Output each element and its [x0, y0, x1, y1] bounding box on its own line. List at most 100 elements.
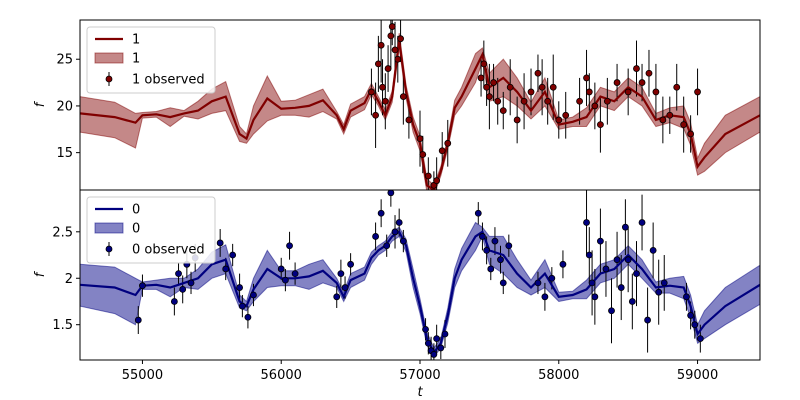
observed-point [139, 282, 146, 290]
model-line-bottom [80, 230, 760, 355]
observed-point [617, 284, 625, 291]
y-tick-label: 20 [56, 99, 73, 114]
observed-point [387, 190, 395, 197]
observed-point [238, 302, 246, 310]
observed-point [534, 69, 542, 77]
observed-point [433, 177, 441, 185]
observed-point [424, 172, 432, 180]
observed-point [555, 116, 563, 124]
y-tick-label: 2.5 [52, 225, 73, 240]
observed-point [391, 228, 399, 236]
y-tick-label: 1.5 [52, 318, 73, 333]
observed-point [383, 242, 391, 250]
observed-point [438, 147, 446, 155]
observed-point [638, 219, 646, 226]
legend-bottom: 0 0 0 observed [86, 196, 216, 264]
observed-point [649, 246, 657, 254]
observed-point [381, 97, 389, 105]
observed-point [395, 219, 403, 226]
observed-point [134, 316, 142, 324]
observed-point [499, 279, 507, 287]
observed-point [487, 265, 495, 273]
observed-point [405, 116, 413, 124]
observed-point [491, 237, 499, 245]
y-tick-label: 15 [56, 146, 73, 161]
observed-point [399, 93, 407, 100]
observed-point [480, 60, 488, 68]
legend-label: 0 [132, 203, 140, 218]
observed-point [608, 307, 615, 315]
observed-point [544, 97, 552, 105]
observed-point [583, 74, 590, 82]
observed-point [633, 65, 640, 72]
observed-point [419, 151, 427, 158]
observed-point [591, 102, 599, 110]
y-axis-label: f [33, 270, 48, 277]
observed-point [372, 111, 379, 119]
observed-point [597, 121, 604, 129]
observed-point [479, 233, 486, 240]
observed-point [613, 79, 621, 86]
observed-point [216, 239, 224, 247]
observed-point [433, 335, 441, 343]
legend-label: 1 observed [132, 73, 205, 88]
observed-point [655, 288, 663, 296]
observed-point [374, 60, 382, 68]
observed-point [549, 83, 557, 91]
legend-label: 0 [132, 222, 140, 237]
observed-point [624, 256, 632, 264]
observed-point [424, 339, 432, 347]
observed-point [644, 316, 651, 324]
legend-label: 0 observed [132, 243, 205, 258]
observed-point [583, 219, 590, 226]
legend-point-swatch [105, 245, 113, 253]
legend-label: 1 [132, 52, 140, 67]
observed-point [379, 83, 386, 91]
observed-point [628, 298, 636, 305]
x-tick-label: 58000 [538, 368, 579, 383]
observed-point [673, 83, 681, 91]
observed-point [559, 260, 567, 268]
observed-point [694, 88, 701, 96]
observed-point [236, 284, 243, 291]
observed-point [602, 265, 610, 273]
observed-point [538, 83, 546, 91]
observed-point [687, 312, 695, 319]
plot-area-bottom [80, 190, 760, 360]
observed-point [527, 88, 535, 96]
observed-point [506, 83, 514, 91]
observed-point [391, 46, 399, 54]
observed-point [666, 111, 674, 119]
observed-point [368, 88, 375, 96]
observed-point [520, 97, 528, 105]
observed-point [416, 135, 424, 143]
y-tick-label: 2 [65, 272, 73, 287]
observed-point [485, 93, 493, 100]
observed-point [490, 79, 497, 86]
y-tick-label: 25 [56, 53, 73, 68]
observed-point [613, 256, 621, 264]
observed-point [430, 351, 438, 358]
uncertainty-band-top [80, 33, 760, 190]
observed-point [597, 237, 604, 245]
observed-point [244, 313, 252, 321]
observed-point [548, 274, 556, 282]
observed-point [222, 265, 230, 273]
observed-point [377, 209, 385, 217]
observed-point [652, 88, 660, 96]
observed-point [341, 284, 349, 291]
observed-point [474, 209, 482, 217]
y-axis-label: f [33, 100, 48, 107]
observed-point [513, 116, 521, 124]
observed-point [437, 344, 445, 352]
legend-band-swatch [94, 222, 124, 234]
observed-point [659, 116, 667, 124]
observed-point [645, 69, 653, 77]
observed-point [680, 121, 688, 129]
observed-point [683, 293, 690, 301]
x-tick-label: 59000 [677, 368, 718, 383]
observed-point [187, 279, 195, 287]
observed-point [377, 41, 385, 49]
observed-point [687, 130, 695, 138]
